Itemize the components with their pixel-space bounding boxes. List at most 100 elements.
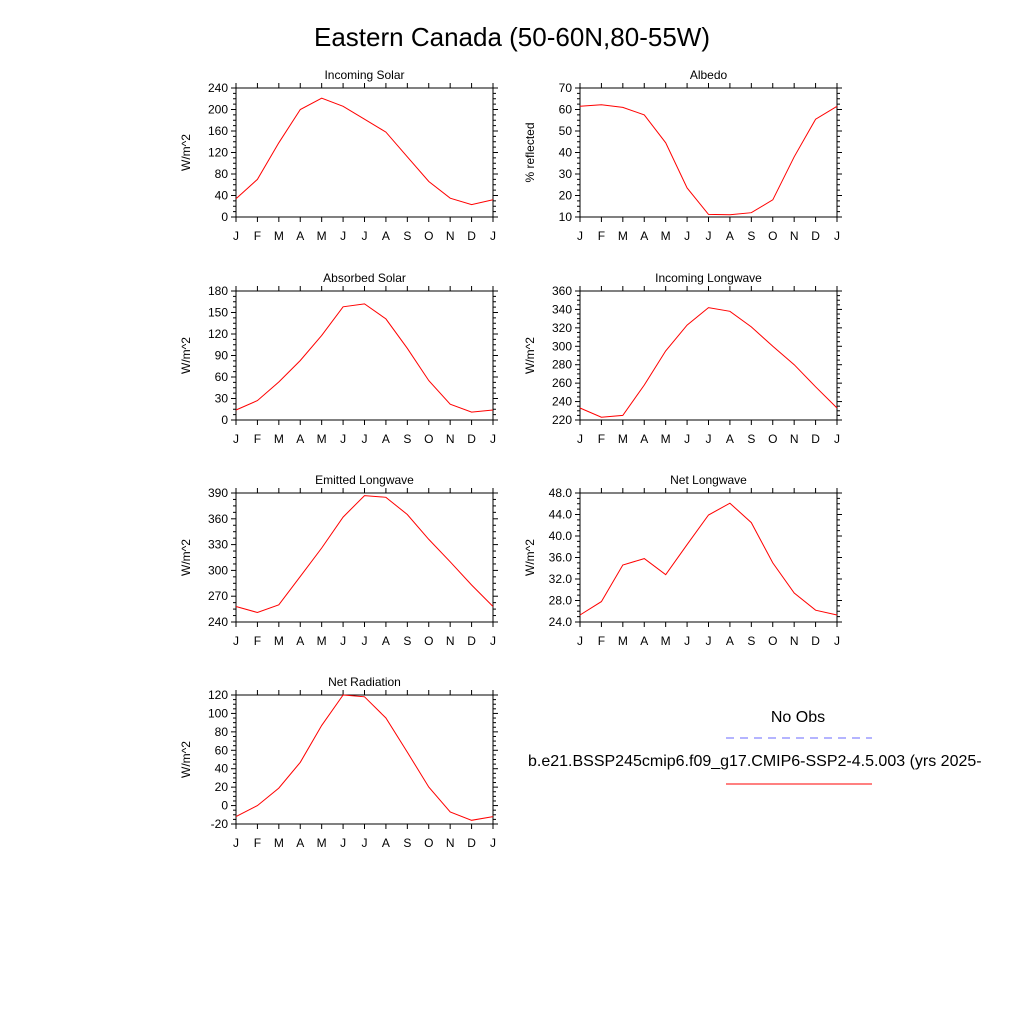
x-tick-label: J bbox=[490, 432, 496, 446]
x-tick-label: N bbox=[446, 432, 455, 446]
y-tick-label: -20 bbox=[211, 817, 229, 831]
y-tick-label: 32.0 bbox=[549, 572, 573, 586]
x-tick-label: J bbox=[684, 229, 690, 243]
y-tick-label: 60 bbox=[215, 743, 229, 757]
x-tick-label: J bbox=[340, 836, 346, 850]
x-tick-label: F bbox=[254, 634, 261, 648]
x-tick-label: M bbox=[661, 634, 671, 648]
x-tick-label: S bbox=[403, 432, 411, 446]
x-tick-label: J bbox=[362, 836, 368, 850]
x-tick-label: J bbox=[577, 229, 583, 243]
y-tick-label: 20 bbox=[559, 189, 573, 203]
x-tick-label: A bbox=[382, 432, 390, 446]
x-tick-label: J bbox=[362, 229, 368, 243]
y-tick-label: 60 bbox=[215, 370, 229, 384]
x-tick-label: M bbox=[274, 432, 284, 446]
y-tick-label: 120 bbox=[208, 146, 228, 160]
x-tick-label: S bbox=[747, 432, 755, 446]
y-tick-label: 150 bbox=[208, 306, 228, 320]
x-tick-label: A bbox=[382, 634, 390, 648]
x-tick-label: J bbox=[362, 432, 368, 446]
x-tick-label: D bbox=[811, 229, 820, 243]
y-tick-label: 44.0 bbox=[549, 508, 573, 522]
series-line bbox=[579, 104, 838, 216]
x-tick-label: J bbox=[577, 634, 583, 648]
legend-model-label: b.e21.BSSP245cmip6.f09_g17.CMIP6-SSP2-4.… bbox=[528, 753, 982, 770]
x-tick-label: A bbox=[296, 836, 304, 850]
plot-frame bbox=[235, 492, 494, 623]
x-tick-label: J bbox=[340, 634, 346, 648]
x-tick-label: O bbox=[768, 634, 777, 648]
x-tick-label: J bbox=[490, 634, 496, 648]
x-tick-label: N bbox=[446, 634, 455, 648]
x-tick-label: M bbox=[618, 229, 628, 243]
plot-frame bbox=[235, 87, 494, 218]
y-tick-label: 80 bbox=[215, 725, 229, 739]
y-tick-label: 40 bbox=[215, 189, 229, 203]
y-tick-label: 28.0 bbox=[549, 594, 573, 608]
x-tick-label: A bbox=[382, 229, 390, 243]
y-tick-label: 0 bbox=[221, 210, 228, 224]
x-tick-label: M bbox=[274, 229, 284, 243]
y-tick-label: 100 bbox=[208, 706, 228, 720]
x-tick-label: O bbox=[424, 836, 433, 850]
x-tick-label: J bbox=[340, 432, 346, 446]
x-tick-label: D bbox=[467, 836, 476, 850]
series-line bbox=[235, 495, 494, 614]
x-tick-label: N bbox=[446, 229, 455, 243]
plot-frame bbox=[579, 492, 838, 623]
x-tick-label: M bbox=[317, 836, 327, 850]
x-tick-label: A bbox=[726, 432, 734, 446]
x-tick-label: F bbox=[598, 229, 605, 243]
legend: No Obs b.e21.BSSP245cmip6.f09_g17.CMIP6-… bbox=[528, 709, 982, 785]
panel-incoming-longwave: Incoming Longwave W/m^2 220 240 260 280 300 320… bbox=[523, 271, 842, 446]
y-axis-label: W/m^2 bbox=[179, 337, 193, 374]
x-tick-label: J bbox=[490, 836, 496, 850]
series-line bbox=[235, 303, 494, 413]
y-tick-label: 160 bbox=[208, 124, 228, 138]
x-tick-label: A bbox=[640, 432, 648, 446]
x-tick-label: A bbox=[296, 432, 304, 446]
x-tick-label: N bbox=[790, 634, 799, 648]
y-tick-label: 24.0 bbox=[549, 615, 573, 629]
x-tick-label: S bbox=[403, 836, 411, 850]
series-line bbox=[579, 307, 838, 418]
x-tick-label: O bbox=[424, 634, 433, 648]
x-tick-label: J bbox=[577, 432, 583, 446]
x-tick-label: O bbox=[424, 229, 433, 243]
y-tick-label: 260 bbox=[552, 376, 572, 390]
y-tick-label: 360 bbox=[208, 512, 228, 526]
x-tick-label: D bbox=[811, 432, 820, 446]
x-tick-label: S bbox=[403, 634, 411, 648]
y-tick-label: 220 bbox=[552, 413, 572, 427]
y-tick-label: 200 bbox=[208, 103, 228, 117]
x-tick-label: M bbox=[317, 229, 327, 243]
x-tick-label: M bbox=[317, 634, 327, 648]
panel-net-longwave: Net Longwave W/m^2 24.0 28.0 32.0 36.0 40.0 44.… bbox=[523, 473, 842, 648]
x-tick-label: J bbox=[706, 229, 712, 243]
x-tick-label: J bbox=[706, 634, 712, 648]
y-tick-label: 80 bbox=[215, 167, 229, 181]
x-tick-label: F bbox=[254, 432, 261, 446]
x-tick-label: A bbox=[726, 229, 734, 243]
y-tick-label: 390 bbox=[208, 486, 228, 500]
panel-title: Incoming Longwave bbox=[655, 271, 762, 285]
x-tick-label: J bbox=[340, 229, 346, 243]
panel-title: Net Longwave bbox=[670, 473, 747, 487]
x-tick-label: F bbox=[254, 836, 261, 850]
y-axis-label: W/m^2 bbox=[523, 337, 537, 374]
y-tick-label: 270 bbox=[208, 589, 228, 603]
x-tick-label: N bbox=[790, 432, 799, 446]
x-tick-label: D bbox=[467, 634, 476, 648]
y-tick-label: 340 bbox=[552, 302, 572, 316]
x-tick-label: A bbox=[640, 634, 648, 648]
x-tick-label: J bbox=[834, 229, 840, 243]
x-tick-label: J bbox=[362, 634, 368, 648]
y-tick-label: 30 bbox=[215, 392, 229, 406]
y-tick-label: 360 bbox=[552, 284, 572, 298]
x-tick-label: M bbox=[661, 229, 671, 243]
x-tick-label: J bbox=[834, 432, 840, 446]
